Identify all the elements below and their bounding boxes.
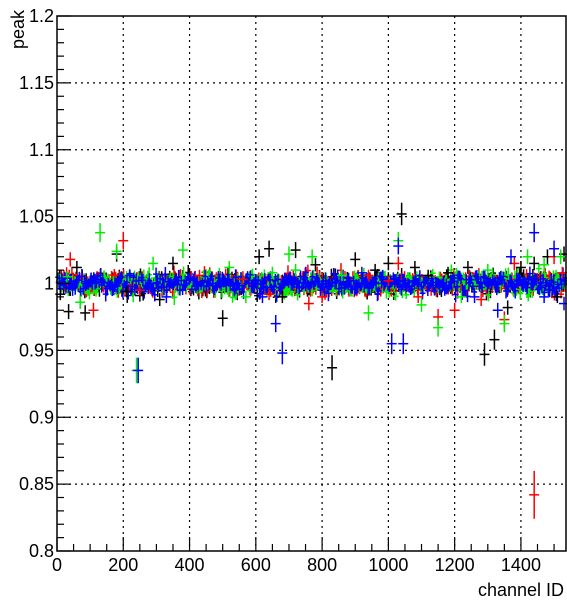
x-tick-label: 1000 xyxy=(368,555,408,575)
y-tick-label: 1.2 xyxy=(29,6,54,26)
y-tick-label: 0.9 xyxy=(29,407,54,427)
x-tick-label: 600 xyxy=(241,555,271,575)
y-tick-label: 0.85 xyxy=(19,474,54,494)
y-tick-label: 0.95 xyxy=(19,340,54,360)
x-tick-label: 800 xyxy=(307,555,337,575)
x-tick-label: 200 xyxy=(108,555,138,575)
y-axis-title: peak xyxy=(8,9,28,49)
y-tick-label: 1.1 xyxy=(29,140,54,160)
y-tick-label: 0.8 xyxy=(29,541,54,561)
x-tick-label: 400 xyxy=(175,555,205,575)
x-tick-label: 1400 xyxy=(501,555,541,575)
x-tick-label: 1200 xyxy=(435,555,475,575)
y-tick-label: 1.05 xyxy=(19,207,54,227)
y-tick-label: 1 xyxy=(44,274,54,294)
y-tick-label: 1.15 xyxy=(19,73,54,93)
x-axis-title: channel ID xyxy=(478,580,564,600)
